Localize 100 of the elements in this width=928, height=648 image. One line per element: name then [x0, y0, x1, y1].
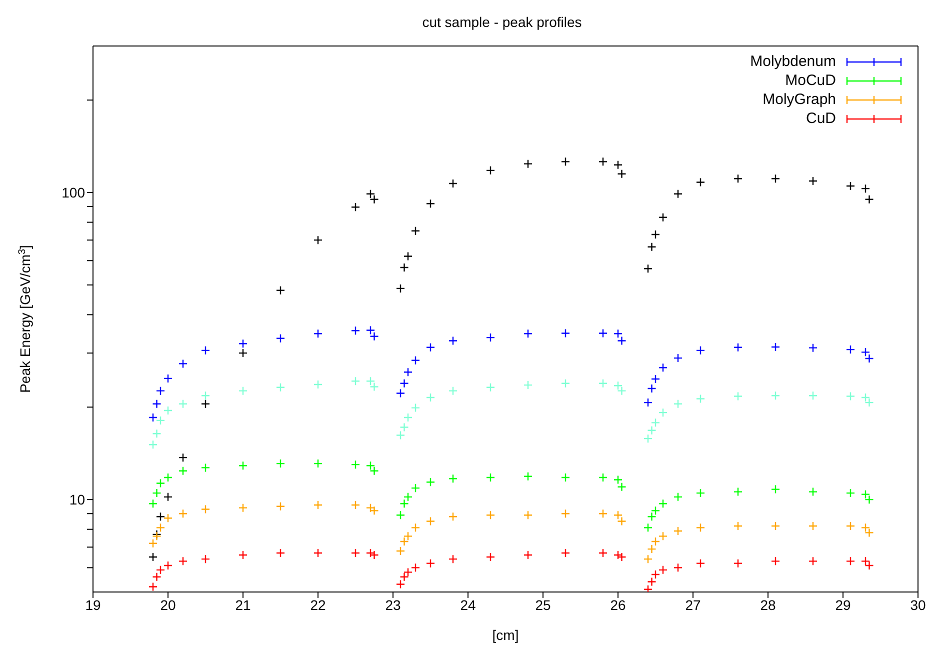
point [846, 521, 856, 531]
point [673, 563, 683, 572]
point [313, 329, 323, 338]
point [770, 174, 780, 184]
point [178, 452, 188, 462]
point [696, 488, 706, 498]
point [733, 558, 743, 568]
point [846, 392, 856, 401]
point [313, 500, 323, 510]
point [350, 202, 360, 212]
x-tick-label: 19 [85, 596, 101, 613]
point [647, 577, 656, 586]
point [598, 328, 608, 338]
point [650, 506, 660, 516]
point [448, 474, 458, 484]
point [410, 563, 420, 572]
point [350, 376, 360, 386]
point [400, 378, 409, 388]
point [673, 526, 683, 536]
point [410, 403, 420, 412]
point [152, 428, 162, 438]
point [148, 582, 158, 592]
point [366, 503, 376, 512]
point [643, 554, 653, 564]
x-tick-label: 20 [160, 596, 176, 613]
point [156, 416, 166, 426]
point [400, 422, 409, 432]
point [643, 398, 653, 408]
point [163, 560, 173, 570]
point [770, 556, 780, 566]
legend-label: MolyGraph [762, 90, 836, 109]
point [403, 568, 413, 577]
point [200, 399, 210, 408]
point [650, 230, 660, 240]
point [808, 521, 818, 531]
point [148, 412, 158, 422]
point [647, 512, 656, 522]
point [560, 328, 570, 338]
point [696, 523, 706, 532]
point [808, 343, 818, 352]
point [178, 359, 188, 368]
legend-label: Molybdenum [750, 52, 836, 71]
point [400, 536, 409, 546]
point [163, 472, 173, 482]
point [523, 380, 533, 390]
y-tick-label: 10 [69, 492, 86, 508]
point [448, 512, 458, 522]
point [403, 368, 413, 377]
point [673, 399, 683, 408]
x-tick-label: 27 [685, 596, 701, 613]
point [148, 552, 158, 562]
point [163, 514, 173, 523]
point [178, 399, 188, 408]
point [486, 166, 496, 176]
y-tick-label: 100 [62, 184, 86, 200]
point [523, 510, 533, 520]
point [673, 189, 683, 198]
point [486, 552, 496, 562]
point [770, 342, 780, 352]
point [523, 329, 533, 338]
point [658, 212, 668, 222]
point [350, 326, 360, 336]
point [156, 386, 166, 396]
point [673, 353, 683, 363]
point [148, 440, 158, 450]
point [846, 556, 856, 566]
point [560, 472, 570, 482]
point [486, 382, 496, 392]
point [658, 565, 668, 575]
point [178, 466, 188, 476]
point [350, 548, 360, 558]
point [156, 523, 166, 532]
point [403, 492, 413, 502]
point [238, 503, 248, 512]
point [426, 392, 436, 402]
point [276, 458, 286, 468]
point [156, 478, 166, 488]
point [598, 509, 608, 518]
point [696, 558, 706, 568]
point [350, 500, 360, 510]
point [448, 178, 458, 188]
x-tick-label: 28 [760, 596, 776, 613]
x-tick-label: 24 [460, 596, 476, 613]
x-tick-label: 21 [235, 596, 251, 613]
point [276, 334, 286, 343]
point [486, 332, 496, 342]
point [200, 554, 210, 564]
point [770, 484, 780, 494]
point [238, 339, 248, 348]
point [403, 532, 413, 541]
point [400, 499, 409, 508]
point [156, 512, 166, 522]
point [486, 472, 496, 482]
point [617, 552, 626, 562]
point [403, 412, 413, 422]
point [647, 242, 656, 252]
point [650, 570, 660, 580]
point [396, 580, 406, 589]
point [238, 550, 248, 560]
point [523, 472, 533, 481]
